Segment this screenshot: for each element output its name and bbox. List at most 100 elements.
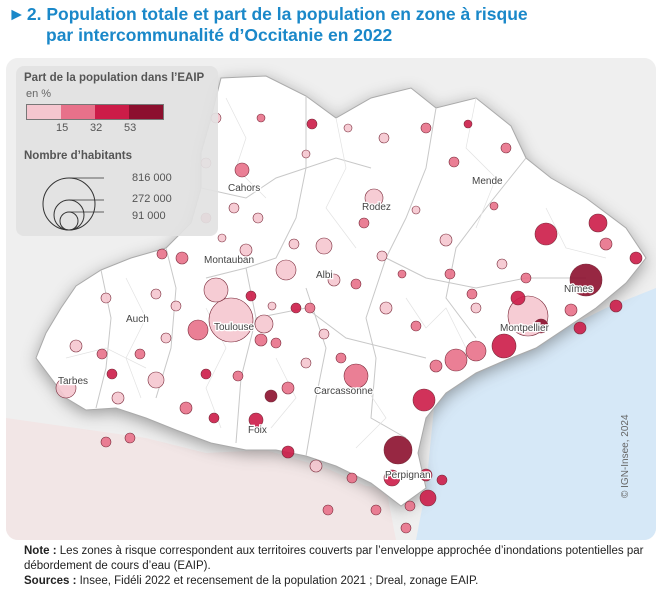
epci-bubble (411, 205, 421, 215)
epci-bubble (419, 489, 437, 507)
city-label: Rodez (362, 202, 391, 213)
epci-bubble (300, 357, 312, 369)
note-label: Note : (24, 545, 57, 557)
epci-bubble (203, 277, 229, 303)
epci-bubble (245, 290, 257, 302)
epci-bubble (179, 401, 193, 415)
epci-bubble (569, 263, 603, 297)
legend-share-title: Part de la population dans l’EAIP (24, 72, 205, 84)
title-arrow-icon: ► (8, 4, 26, 24)
city-label: Perpignan (385, 470, 431, 481)
epci-bubble (436, 474, 448, 486)
chart-title: ► 2. Population totale et part de la pop… (8, 4, 658, 46)
epci-bubble (439, 233, 453, 247)
spain-area (6, 418, 396, 540)
epci-bubble (335, 352, 347, 364)
epci-bubble (420, 122, 432, 134)
sources-text: Insee, Fidéli 2022 et recensement de la … (76, 575, 479, 587)
legend-swatch-2 (61, 105, 95, 119)
epci-bubble (124, 432, 136, 444)
legend-size-title: Nombre d’habitants (24, 150, 132, 162)
epci-bubble (256, 113, 266, 123)
legend-break-2: 32 (90, 122, 103, 134)
epci-bubble (404, 500, 416, 512)
epci-bubble (370, 504, 382, 516)
epci-bubble (264, 389, 278, 403)
epci-bubble (150, 288, 162, 300)
epci-bubble (564, 303, 578, 317)
epci-bubble (429, 359, 443, 373)
epci-bubble (410, 320, 422, 332)
epci-bubble (187, 319, 209, 341)
epci-bubble (208, 297, 254, 343)
occitanie-map: Cahors Rodez Mende Montauban Albi Nîmes Auch To… (6, 58, 656, 540)
epci-bubble (69, 339, 83, 353)
epci-bubble (322, 504, 334, 516)
legend-size-circles (42, 177, 104, 231)
epci-bubble (400, 522, 412, 534)
epci-bubble (470, 302, 482, 314)
city-label: Toulouse (214, 322, 254, 333)
epci-bubble (466, 288, 478, 300)
epci-bubble (156, 248, 168, 260)
epci-bubble (160, 332, 172, 344)
epci-bubble (609, 299, 623, 313)
epci-bubble (254, 333, 268, 347)
legend-size-3: 91 000 (132, 210, 166, 222)
epci-bubble (491, 333, 517, 359)
city-label: Mende (472, 176, 503, 187)
epci-bubble (343, 363, 369, 389)
epci-bubble (510, 290, 526, 306)
epci-bubble (534, 222, 558, 246)
epci-bubble (315, 237, 333, 255)
epci-bubble (533, 318, 549, 334)
epci-bubble (228, 202, 240, 214)
city-label: Albi (316, 270, 333, 281)
legend-circle-small (59, 211, 79, 231)
epci-bubble (208, 412, 220, 424)
legend-break-1: 15 (56, 122, 69, 134)
epci-bubble (465, 340, 487, 362)
city-label: Nîmes (564, 284, 593, 295)
city-label: Cahors (228, 183, 260, 194)
epci-bubble (379, 301, 393, 315)
epci-bubble (111, 391, 125, 405)
epci-bubble (96, 348, 108, 360)
epci-bubble (100, 436, 112, 448)
epci-bubble (573, 321, 587, 335)
legend-break-3: 53 (124, 122, 137, 134)
epci-bubble (444, 348, 468, 372)
epci-bubble (520, 272, 532, 284)
city-label: Tarbes (58, 376, 88, 387)
mediterranean-sea (416, 288, 656, 540)
sources-paragraph: Sources : Insee, Fidéli 2022 et recensem… (24, 574, 644, 589)
epci-bubble (100, 292, 112, 304)
epci-bubble (327, 273, 341, 287)
legend-circle-medium (53, 199, 85, 231)
title-line-1: 2. Population totale et part de la popul… (26, 4, 528, 24)
epci-bubble (134, 348, 146, 360)
epci-bubble (318, 328, 330, 340)
epci-bubble (232, 370, 244, 382)
legend-circle-large (42, 177, 96, 231)
title-line-2: par intercommunalité d’Occitanie en 2022 (46, 25, 393, 45)
epci-bubble (376, 250, 388, 262)
note-paragraph: Note : Les zones à risque correspondent … (24, 544, 644, 574)
epci-bubble (147, 371, 165, 389)
epci-bubble (239, 243, 253, 257)
footnote: Note : Les zones à risque correspondent … (24, 544, 644, 589)
city-label: Carcassonne (314, 386, 373, 397)
epci-bubble (364, 188, 384, 208)
legend-swatch-4 (129, 105, 163, 119)
epci-bubble (270, 337, 282, 349)
city-label: Montauban (204, 255, 254, 266)
city-label: Montpellier (500, 323, 550, 334)
epci-bubble (254, 314, 274, 334)
epci-bubble (106, 368, 118, 380)
sources-label: Sources : (24, 575, 77, 587)
epci-bubble (288, 238, 300, 250)
epci-bubble (252, 212, 264, 224)
epci-bubble (383, 469, 401, 487)
legend-size-2: 272 000 (132, 193, 172, 205)
epci-bubble (217, 233, 227, 243)
